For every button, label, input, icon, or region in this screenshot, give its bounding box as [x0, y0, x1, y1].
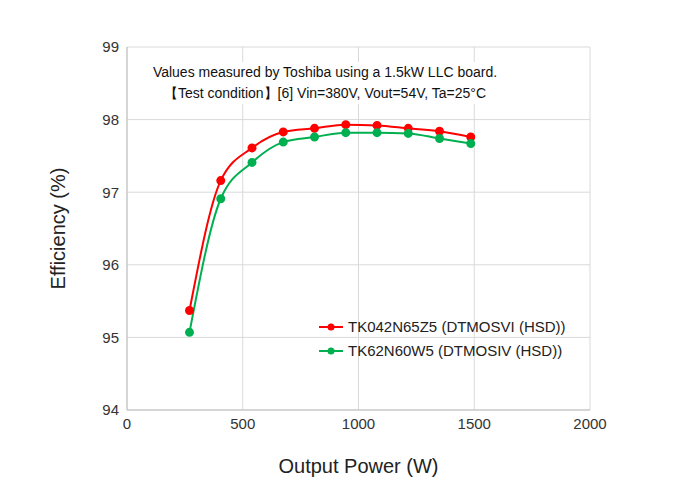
svg-text:97: 97 — [102, 184, 119, 201]
svg-text:0: 0 — [123, 415, 131, 432]
svg-text:Efficiency (%): Efficiency (%) — [47, 168, 69, 290]
svg-text:Output Power (W): Output Power (W) — [278, 455, 438, 477]
svg-text:98: 98 — [102, 111, 119, 128]
html-text:【Test condition】[6] Vin=380V,: 【Test condition】[6] Vin=380V, Vout=54V, … — [164, 85, 486, 101]
svg-text:94: 94 — [102, 401, 119, 418]
html-text:TK042N65Z5 (DTMOSVI (HSD)): TK042N65Z5 (DTMOSVI (HSD)) — [348, 318, 566, 335]
html-text:Values measured by Toshiba usi: Values measured by Toshiba using a 1.5kW… — [152, 64, 498, 80]
svg-text:1000: 1000 — [342, 415, 375, 432]
svg-text:500: 500 — [230, 415, 255, 432]
svg-text:95: 95 — [102, 329, 119, 346]
svg-text:2000: 2000 — [573, 415, 606, 432]
svg-text:1500: 1500 — [458, 415, 491, 432]
svg-text:99: 99 — [102, 38, 119, 55]
html-text:TK62N60W5 (DTMOSIV (HSD)): TK62N60W5 (DTMOSIV (HSD)) — [348, 342, 563, 359]
svg-text:96: 96 — [102, 256, 119, 273]
